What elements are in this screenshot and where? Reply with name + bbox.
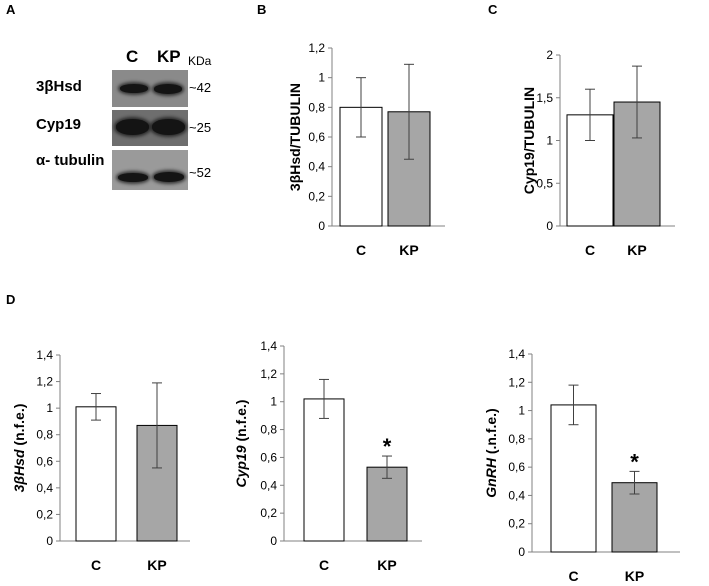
lane-label-c: C	[126, 47, 139, 66]
y-tick-label: 1,4	[36, 348, 53, 362]
y-tick-label: 0,6	[36, 454, 53, 468]
band	[116, 119, 149, 135]
band	[118, 173, 148, 182]
y-tick-label: 0,4	[308, 160, 325, 174]
y-tick-label: 0,2	[36, 507, 53, 521]
y-axis-label-gene: GnRH	[483, 457, 499, 498]
y-tick-label: 2	[546, 48, 553, 62]
y-axis-label-gene: Cyp19	[233, 445, 249, 487]
y-axis-label-unit: (n.f.e.)	[11, 404, 27, 450]
y-tick-label: 0,2	[308, 189, 325, 203]
category-label: KP	[377, 557, 396, 573]
category-label: C	[585, 242, 595, 258]
y-tick-label: 0,2	[260, 506, 277, 520]
chart-d2: 0 0,2 0,4 0,6 0,8 1 1,2 1,4 C KP * Cyp19 (n.f.e.)	[233, 339, 422, 573]
category-label: KP	[627, 242, 646, 258]
significance-marker: *	[630, 449, 639, 474]
y-tick-label: 1	[318, 71, 325, 85]
y-tick-label: 0,8	[508, 432, 525, 446]
y-tick-label: 0,6	[260, 450, 277, 464]
chart-d1: 0 0,2 0,4 0,6 0,8 1 1,2 1,4 C KP 3βHsd (n.f.e.)	[11, 348, 190, 573]
blot-label-3bhsd: 3βHsd	[36, 78, 82, 95]
panel-letter-c: C	[488, 2, 498, 17]
y-tick-label: 1,4	[260, 339, 277, 353]
band	[152, 119, 185, 135]
y-tick-label: 0,8	[260, 423, 277, 437]
significance-marker: *	[383, 434, 392, 459]
y-axis-label: Cyp19 (n.f.e.)	[233, 400, 249, 488]
category-label: C	[91, 557, 101, 573]
blot-label-tubulin: α- tubulin	[36, 152, 105, 169]
y-tick-label: 0,8	[308, 100, 325, 114]
kda-unit-label: KDa	[188, 54, 212, 68]
blot-strip-tubulin	[112, 150, 188, 190]
chart-b: 0 0,2 0,4 0,6 0,8 1 1,2 C KP 3βHsd/TUBULIN	[287, 41, 445, 258]
y-tick-label: 0,6	[508, 460, 525, 474]
y-axis-label-gene: 3βHsd	[11, 449, 27, 492]
y-tick-label: 1,2	[508, 375, 525, 389]
y-tick-label: 0	[546, 219, 553, 233]
y-tick-label: 0,5	[536, 176, 553, 190]
category-label: C	[356, 242, 366, 258]
band	[120, 84, 148, 93]
blot-strip-cyp19	[112, 110, 188, 146]
panel-letter-a: A	[6, 2, 16, 17]
category-label: KP	[399, 242, 418, 258]
panel-letter-d: D	[6, 292, 16, 307]
panel-letter-b: B	[257, 2, 267, 17]
bar-c	[75, 406, 117, 542]
y-axis-label-unit: (.n.f.e.)	[483, 408, 499, 458]
y-axis-label: Cyp19/TUBULIN	[521, 87, 537, 194]
y-tick-label: 0	[46, 534, 53, 548]
y-axis-label: 3βHsd/TUBULIN	[287, 83, 303, 191]
y-tick-label: 0,4	[508, 488, 525, 502]
chart-d3: 0 0,2 0,4 0,6 0,8 1 1,2 1,4 C KP * GnRH (.n.f.e.)	[483, 347, 680, 584]
category-label: KP	[625, 568, 644, 584]
y-tick-label: 0,4	[36, 481, 53, 495]
y-tick-label: 1	[546, 134, 553, 148]
bar-c	[303, 398, 345, 542]
y-tick-label: 1	[270, 395, 277, 409]
y-tick-label: 0,8	[36, 428, 53, 442]
mw-marker-42: ~42	[189, 80, 212, 95]
chart-c: 0 0,5 1 1,5 2 C KP Cyp19/TUBULIN	[521, 48, 675, 258]
y-tick-label: 0	[318, 219, 325, 233]
y-axis-label-unit: (n.f.e.)	[233, 400, 249, 446]
y-tick-label: 1,2	[36, 375, 53, 389]
bar-c	[550, 404, 597, 553]
y-tick-label: 0,6	[308, 130, 325, 144]
band	[154, 84, 182, 94]
y-tick-label: 1,4	[508, 347, 525, 361]
y-tick-label: 1,5	[536, 91, 553, 105]
y-tick-label: 1	[46, 401, 53, 415]
mw-marker-25: ~25	[189, 120, 212, 135]
lane-label-kp: KP	[157, 47, 181, 66]
bar-kp	[366, 466, 408, 542]
category-label: C	[568, 568, 578, 584]
band	[154, 172, 184, 182]
category-label: KP	[147, 557, 166, 573]
y-tick-label: 0,4	[260, 478, 277, 492]
y-tick-label: 0,2	[508, 517, 525, 531]
y-tick-label: 0	[518, 545, 525, 559]
blot-strip-3bhsd	[112, 70, 188, 107]
blot-label-cyp19: Cyp19	[36, 116, 82, 133]
y-axis-label: 3βHsd (n.f.e.)	[11, 404, 27, 493]
mw-marker-52: ~52	[189, 165, 212, 180]
y-tick-label: 1,2	[308, 41, 325, 55]
y-axis-label: GnRH (.n.f.e.)	[483, 408, 499, 497]
category-label: C	[319, 557, 329, 573]
y-tick-label: 0	[270, 534, 277, 548]
y-tick-label: 1	[518, 404, 525, 418]
y-tick-label: 1,2	[260, 367, 277, 381]
